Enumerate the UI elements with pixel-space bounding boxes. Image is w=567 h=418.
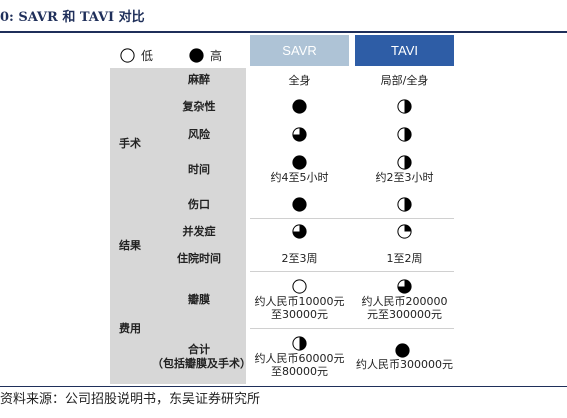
source-note: 资料来源：公司招股说明书，东吴证券研究所 (0, 392, 261, 407)
row-label-total: 合计 （包括瓣膜及手术） (152, 329, 251, 384)
empty-circle-icon (292, 279, 307, 294)
quarter-circle-icon (397, 224, 412, 239)
category-surgery: 手术 (110, 68, 150, 218)
savr-time-text: 约4至5小时 (270, 171, 329, 184)
row-label-stay: 住院时间 (152, 246, 246, 271)
row-label-valve: 瓣膜 (152, 272, 246, 328)
tavi-anesthesia-cell: 局部/全身 (355, 68, 454, 92)
half-circle-icon (292, 335, 307, 351)
three-quarter-circle-icon (292, 126, 307, 142)
tavi-complexity-cell (355, 93, 454, 120)
tavi-valve-cell: 约人民币200000 元至300000元 (355, 272, 454, 328)
three-quarter-circle-icon (292, 224, 307, 239)
row-separator (250, 271, 454, 272)
figure-title: 0: SAVR 和 TAVI 对比 (0, 10, 145, 25)
savr-valve-text-line1: 约人民币10000元 (254, 295, 345, 308)
row-label-total-line2: （包括瓣膜及手术） (152, 356, 251, 370)
row-separator (250, 328, 454, 329)
savr-anesthesia-cell: 全身 (250, 68, 349, 92)
savr-stay-cell: 2至3周 (250, 246, 349, 271)
row-label-wound: 伤口 (152, 191, 246, 218)
savr-complexity-cell (250, 93, 349, 120)
savr-valve-cell: 约人民币10000元 至30000元 (250, 272, 349, 328)
tavi-column-header: TAVI (355, 35, 454, 66)
legend-low-label: 低 (141, 48, 154, 63)
category-cost: 费用 (110, 272, 150, 384)
tavi-total-cell: 约人民币300000元 (355, 329, 454, 384)
row-label-anesthesia: 麻醉 (152, 68, 246, 92)
tavi-complication-cell (355, 219, 454, 245)
savr-risk-cell (250, 121, 349, 148)
title-rule (0, 31, 567, 33)
three-quarter-circle-icon (397, 279, 412, 294)
bottom-rule (0, 386, 567, 387)
row-label-complication: 并发症 (152, 219, 246, 245)
savr-total-text-line1: 约人民币60000元 (254, 351, 345, 365)
tavi-stay-cell: 1至2周 (355, 246, 454, 271)
legend-high-label: 高 (210, 48, 223, 63)
half-circle-icon (397, 155, 412, 170)
category-outcome: 结果 (110, 219, 150, 271)
tavi-valve-text-line1: 约人民币200000 (361, 295, 448, 308)
tavi-total-text: 约人民币300000元 (356, 357, 453, 371)
tavi-risk-cell (355, 121, 454, 148)
tavi-valve-text-line2: 元至300000元 (367, 308, 442, 321)
row-separator (250, 218, 454, 219)
half-circle-icon (397, 98, 412, 114)
savr-complication-cell (250, 219, 349, 245)
savr-stay-text: 2至3周 (281, 252, 318, 265)
savr-column-header: SAVR (250, 35, 349, 66)
half-circle-icon (397, 196, 412, 212)
row-label-total-line1: 合计 (188, 342, 210, 356)
tavi-stay-text: 1至2周 (386, 252, 423, 265)
savr-total-cell: 约人民币60000元 至80000元 (250, 329, 349, 384)
full-circle-icon (292, 196, 307, 212)
tavi-time-cell: 约2至3小时 (355, 149, 454, 190)
row-label-time: 时间 (152, 149, 246, 190)
savr-valve-text-line2: 至30000元 (271, 308, 328, 321)
empty-circle-icon (120, 47, 135, 63)
savr-total-text-line2: 至80000元 (271, 364, 328, 378)
savr-wound-cell (250, 191, 349, 218)
full-circle-icon (292, 155, 307, 170)
savr-time-cell: 约4至5小时 (250, 149, 349, 190)
half-circle-icon (397, 126, 412, 142)
row-label-complexity: 复杂性 (152, 93, 246, 120)
tavi-wound-cell (355, 191, 454, 218)
full-circle-icon (189, 47, 204, 63)
row-label-risk: 风险 (152, 121, 246, 148)
full-circle-icon (395, 342, 410, 358)
savr-anesthesia-text: 全身 (288, 73, 311, 87)
legend: 低 高 (120, 45, 222, 65)
tavi-time-text: 约2至3小时 (375, 171, 434, 184)
full-circle-icon (292, 98, 307, 114)
tavi-anesthesia-text: 局部/全身 (380, 73, 429, 87)
